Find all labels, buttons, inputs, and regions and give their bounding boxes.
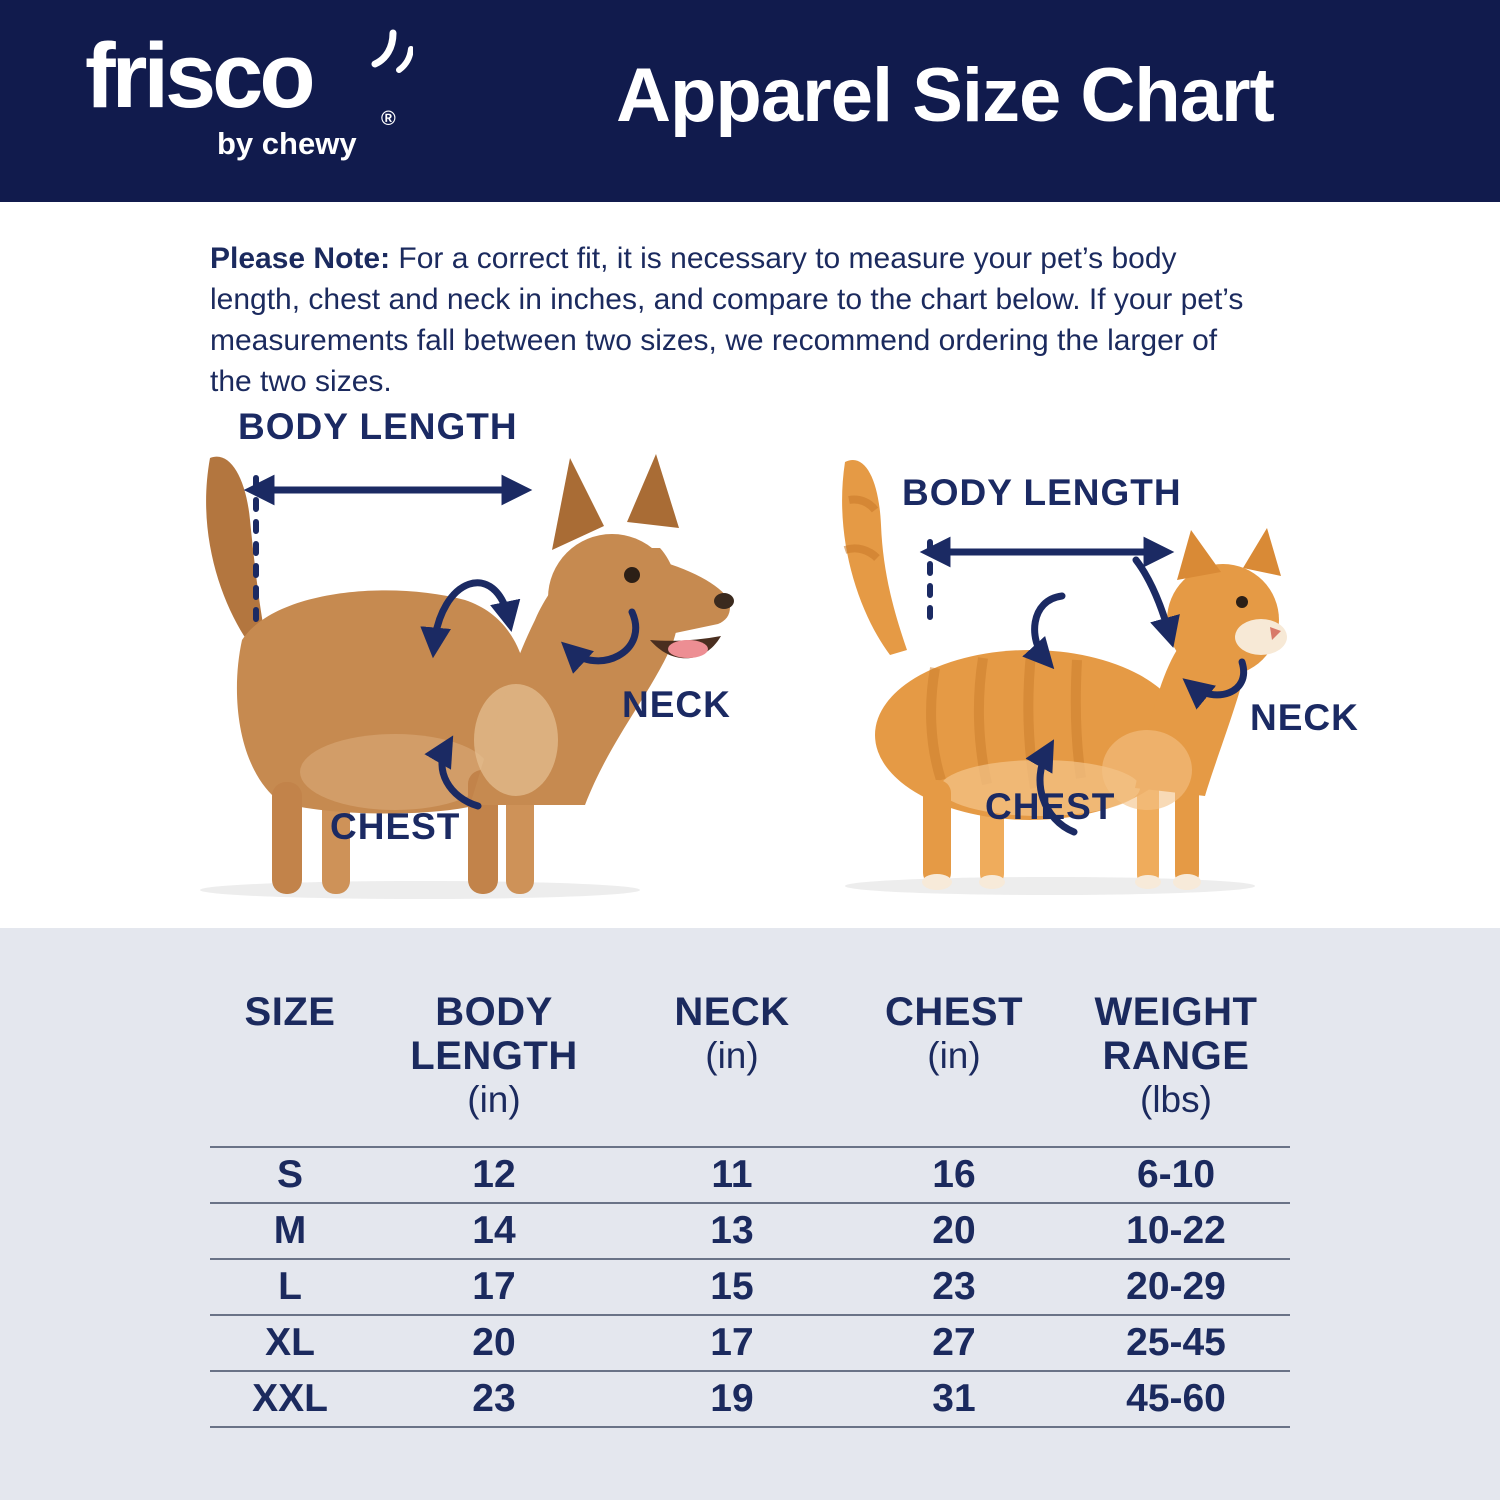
table-row-s: S 12 11 16 6-10 (210, 1146, 1290, 1202)
table-header-row: SIZE BODY LENGTH (in) NECK (in) CHEST (i… (210, 990, 1290, 1122)
size-table-section: SIZE BODY LENGTH (in) NECK (in) CHEST (i… (0, 928, 1500, 1500)
dog-body-length-label: BODY LENGTH (238, 406, 518, 447)
dog-illustration (200, 454, 734, 899)
dog-neck-label: NECK (622, 684, 731, 725)
note-text: For a correct fit, it is necessary to me… (210, 242, 1244, 398)
dog-chest-label: CHEST (330, 806, 461, 847)
table-row-xl: XL 20 17 27 25-45 (210, 1314, 1290, 1370)
table-body: S 12 11 16 6-10 M 14 13 20 10-22 L 17 15… (210, 1146, 1290, 1428)
cat-neck-label: NECK (1250, 697, 1359, 738)
column-header-size: SIZE (244, 990, 336, 1034)
frisco-logo: frisco ® by chewy (85, 25, 415, 162)
logo-swoosh-icon (371, 29, 413, 73)
table-row-m: M 14 13 20 10-22 (210, 1202, 1290, 1258)
table-row-xxl: XXL 23 19 31 45-60 (210, 1370, 1290, 1426)
column-header-chest: CHEST (in) (884, 990, 1024, 1076)
frisco-wordmark: frisco (85, 25, 316, 127)
note-label: Please Note: (210, 242, 391, 275)
note-paragraph: Please Note: For a correct fit, it is ne… (210, 238, 1265, 402)
by-chewy-wordmark: by chewy (217, 126, 357, 161)
page-title: Apparel Size Chart (616, 53, 1275, 138)
cat-body-length-label: BODY LENGTH (902, 472, 1182, 513)
column-header-weight-range: WEIGHT RANGE (lbs) (1094, 990, 1258, 1120)
cat-chest-label: CHEST (985, 786, 1116, 827)
registered-mark: ® (381, 108, 396, 130)
column-header-body-length: BODY LENGTH (in) (410, 990, 578, 1120)
column-header-neck: NECK (in) (674, 990, 790, 1076)
table-row-l: L 17 15 23 20-29 (210, 1258, 1290, 1314)
header: frisco ® by chewy Apparel Size Chart (0, 0, 1500, 202)
